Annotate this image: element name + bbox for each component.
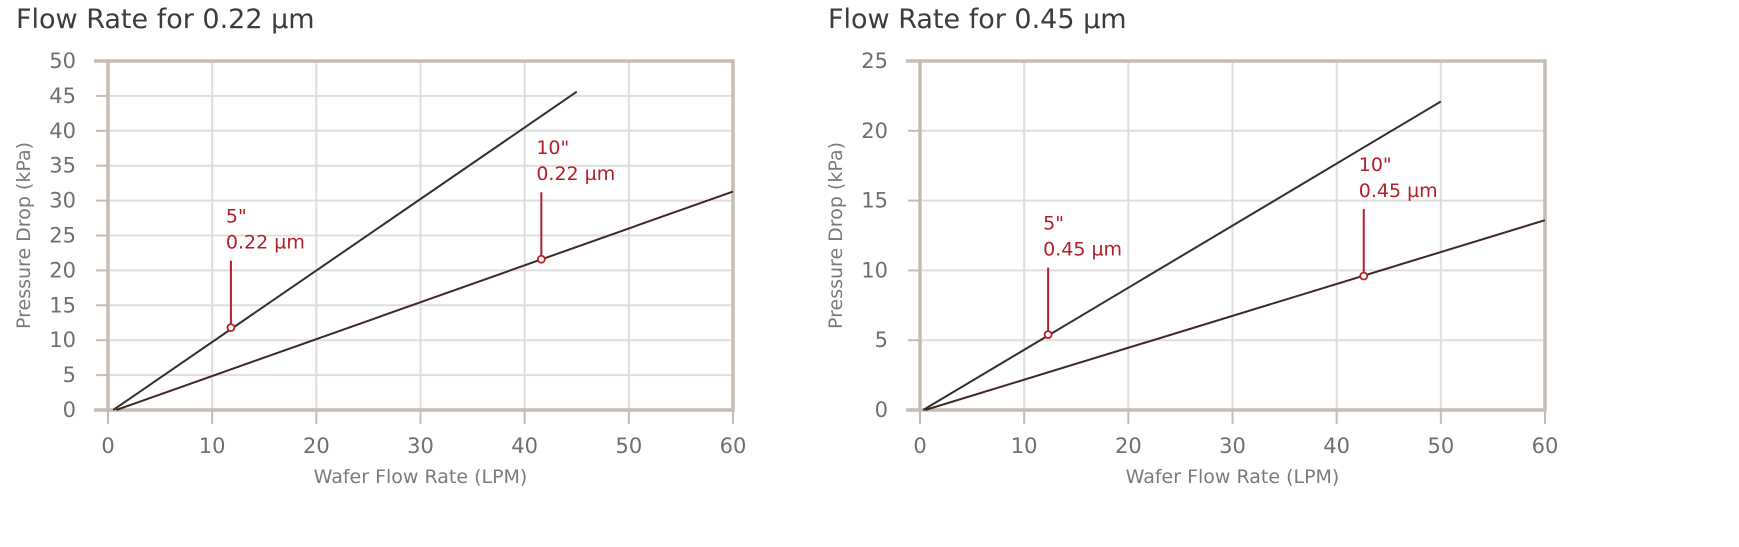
y-axis-label: Pressure Drop (kPa) [825,142,847,329]
y-tick-label: 30 [49,189,76,213]
annotation-label: 10" [1359,154,1392,176]
y-tick-label: 15 [861,189,888,213]
y-tick-label: 20 [861,119,888,143]
chart-1: 0 5 10 15 20 25 0 10 20 30 40 50 60 Wafer Flow Rate (… [825,49,1558,488]
chart-title-0-45: Flow Rate for 0.45 µm [828,4,1127,35]
x-tick-label: 40 [1323,434,1350,458]
series-line-1 [922,100,1442,411]
x-tick-label: 10 [1011,434,1038,458]
x-tick-label: 30 [407,434,434,458]
x-tick-label: 60 [1532,434,1559,458]
y-tick-label: 0 [875,398,888,422]
x-tick-label: 20 [1115,434,1142,458]
annotation-label: 0.22 µm [226,232,305,254]
y-tick-label: 5 [875,328,888,352]
y-tick-label: 40 [49,119,76,143]
series-line-2 [924,219,1546,411]
y-tick-label: 10 [49,328,76,352]
x-axis-label: Wafer Flow Rate (LPM) [1126,466,1340,488]
annotation-label: 0.22 µm [536,163,615,185]
y-tick-label: 10 [861,258,888,282]
x-tick-label: 40 [511,434,538,458]
y-tick-label: 5 [63,363,76,387]
y-tick-label: 25 [49,224,76,248]
annotation-marker [1043,330,1053,340]
series-line-2 [115,190,734,411]
annotation-marker [1359,271,1369,281]
x-tick-label: 10 [199,434,226,458]
y-tick-label: 45 [49,84,76,108]
annotation-label: 5" [1043,213,1064,235]
annotation-label: 0.45 µm [1043,239,1122,261]
annotation-label: 10" [536,137,569,159]
chart-title-0-22: Flow Rate for 0.22 µm [16,4,315,35]
x-tick-label: 60 [720,434,747,458]
x-tick-label: 0 [913,434,926,458]
x-tick-label: 50 [615,434,642,458]
x-tick-label: 20 [303,434,330,458]
annotation-marker [536,254,546,264]
y-tick-label: 20 [49,258,76,282]
annotation-marker [226,323,236,333]
x-axis-label: Wafer Flow Rate (LPM) [314,466,528,488]
chart-0: 0 5 10 15 20 25 30 35 40 45 50 0 10 20 30 40 50 60 Wafer F… [13,49,746,488]
annotation-label: 5" [226,206,247,228]
y-axis-label: Pressure Drop (kPa) [13,142,35,329]
x-tick-label: 50 [1427,434,1454,458]
series-line-1 [112,90,578,411]
y-tick-label: 0 [63,398,76,422]
x-tick-label: 30 [1219,434,1246,458]
x-tick-label: 0 [101,434,114,458]
y-tick-label: 50 [49,49,76,73]
y-tick-label: 35 [49,154,76,178]
y-tick-label: 15 [49,293,76,317]
annotation-label: 0.45 µm [1359,180,1438,202]
y-tick-label: 25 [861,49,888,73]
